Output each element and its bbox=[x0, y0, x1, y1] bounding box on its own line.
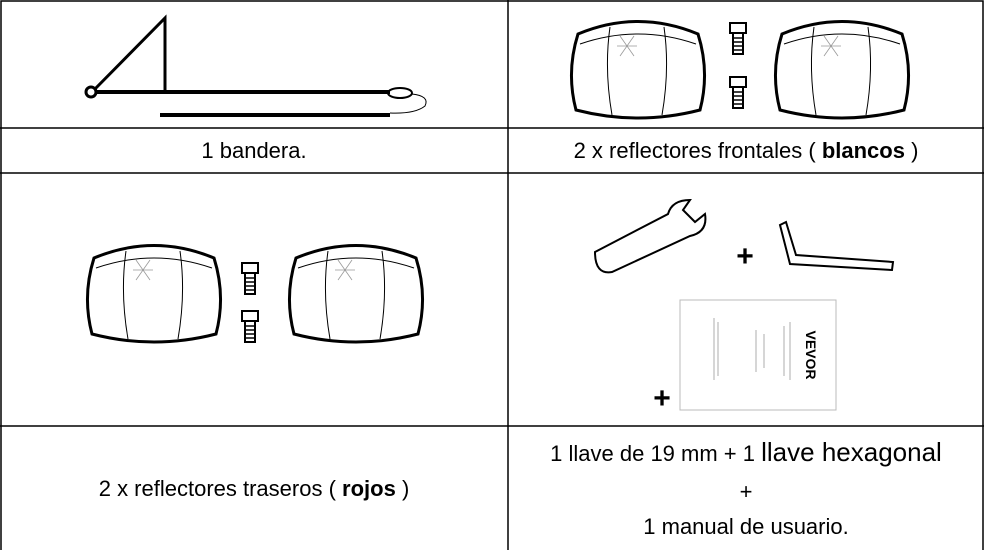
caption-line: + bbox=[739, 478, 753, 504]
text: ) bbox=[911, 138, 919, 163]
text: ) bbox=[401, 475, 410, 501]
flag-drawing bbox=[84, 14, 427, 117]
text: 2 x reflectores traseros ( bbox=[98, 475, 336, 501]
plus-sign: + bbox=[736, 240, 754, 273]
text: llave hexagonal bbox=[761, 437, 942, 468]
manual: VEVOR bbox=[679, 299, 837, 411]
caption-text: 1 bandera. bbox=[201, 138, 307, 163]
rear-reflectors bbox=[85, 244, 425, 344]
hex-key bbox=[778, 220, 895, 272]
caption-line: 1 llave de 19 mm + 1 llave hexagonal bbox=[550, 432, 942, 474]
bold-text: rojos bbox=[342, 475, 396, 501]
caption: 1 bandera. bbox=[0, 128, 508, 173]
caption-line: 1 manual de usuario. bbox=[643, 513, 849, 539]
manual-brand: VEVOR bbox=[803, 330, 819, 379]
bold-text: blancos bbox=[821, 138, 905, 163]
text: 1 llave de 19 mm + 1 bbox=[550, 441, 755, 467]
caption: 1 llave de 19 mm + 1 llave hexagonal + 1… bbox=[508, 426, 984, 550]
wrench bbox=[593, 198, 707, 274]
caption: 2 x reflectores traseros ( rojos ) bbox=[0, 426, 508, 550]
caption: 2 x reflectores frontales ( blancos ) bbox=[508, 128, 984, 173]
plus-sign: + bbox=[653, 382, 671, 415]
text: 2 x reflectores frontales ( bbox=[573, 138, 816, 163]
caption-text: 2 x reflectores traseros ( rojos ) bbox=[99, 472, 410, 505]
front-reflectors bbox=[569, 20, 911, 120]
caption-text: 2 x reflectores frontales ( blancos ) bbox=[574, 134, 919, 167]
